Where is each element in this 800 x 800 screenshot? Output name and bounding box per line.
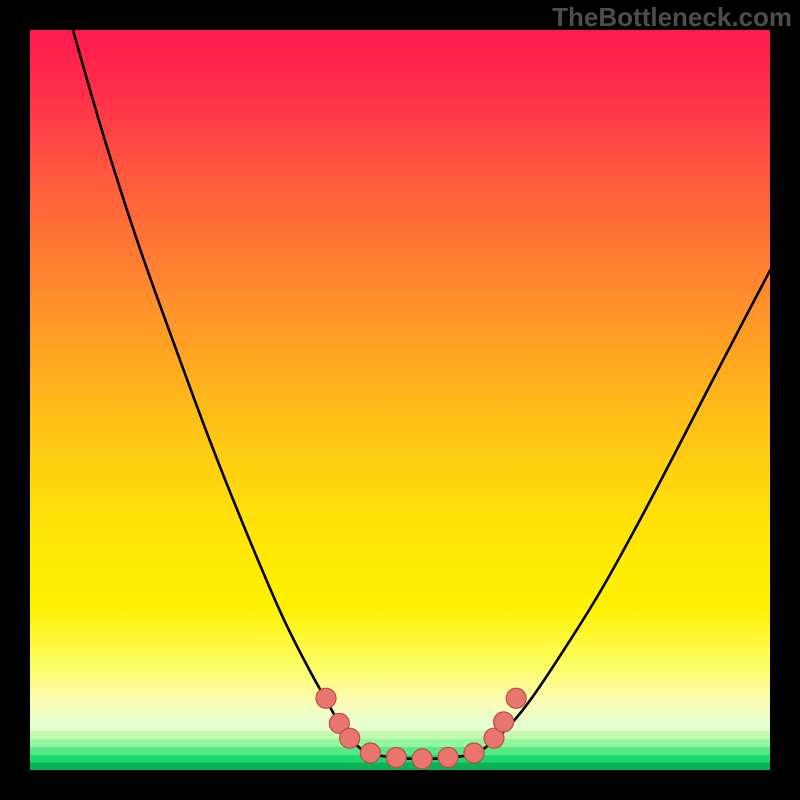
curve-marker	[438, 747, 458, 767]
green-band	[30, 722, 770, 731]
curve-marker	[464, 743, 484, 763]
curve-marker	[340, 728, 360, 748]
curve-marker	[412, 749, 432, 769]
plot-area	[30, 30, 770, 770]
curve-marker	[386, 747, 406, 767]
green-band	[30, 731, 770, 739]
watermark-text: TheBottleneck.com	[552, 2, 792, 33]
chart-svg	[30, 30, 770, 770]
curve-marker	[506, 688, 526, 708]
curve-marker	[360, 743, 380, 763]
curve-marker	[316, 688, 336, 708]
green-band	[30, 739, 770, 747]
curve-marker	[494, 712, 514, 732]
gradient-background	[30, 30, 770, 770]
